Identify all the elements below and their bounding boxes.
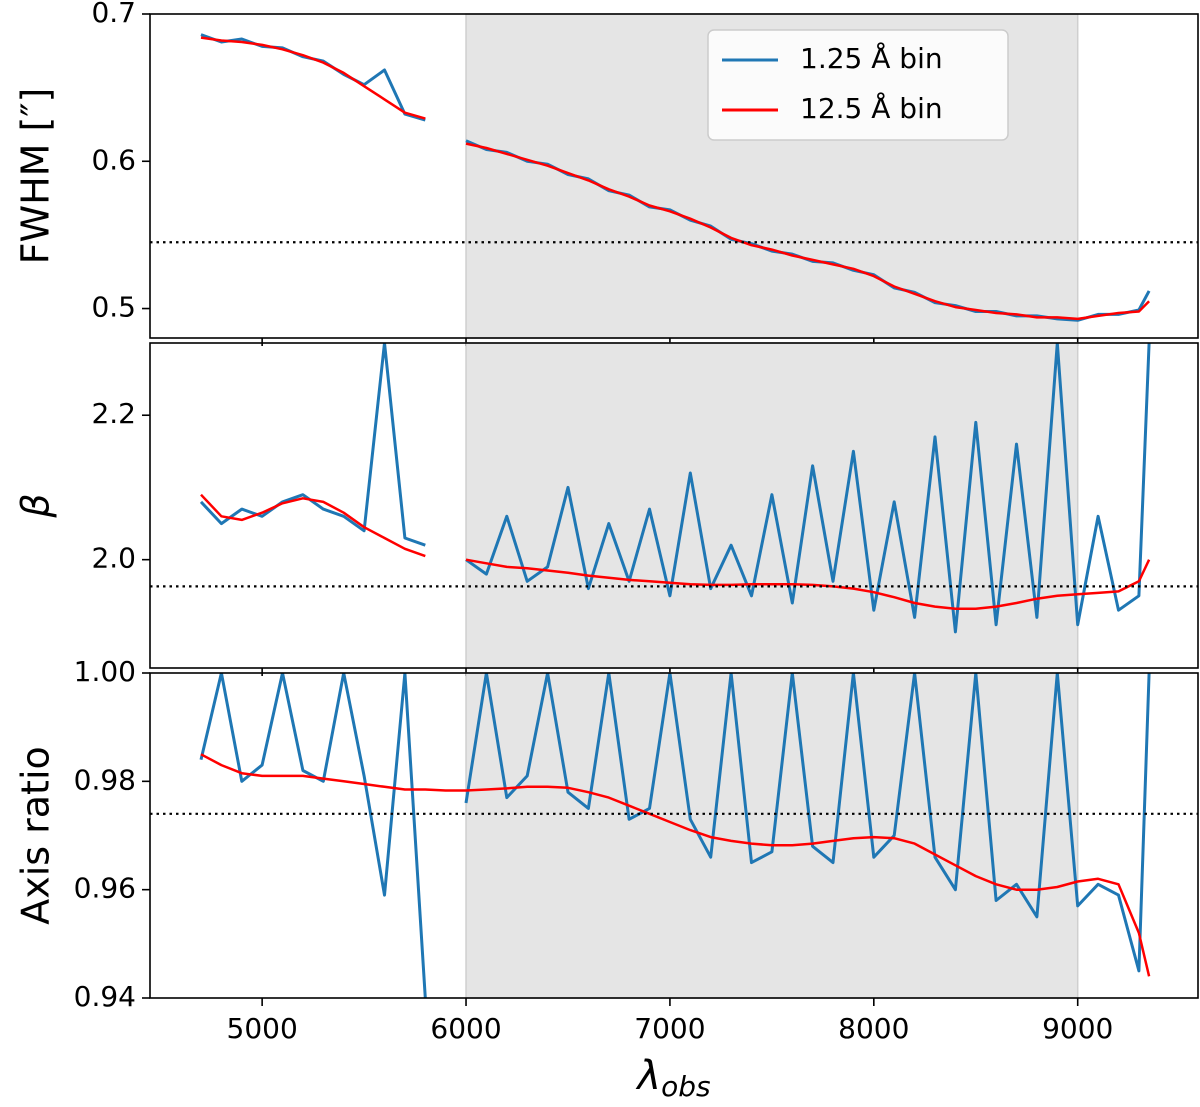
y-tick-label: 2.2 <box>91 397 136 430</box>
y-tick-label: 1.00 <box>74 655 136 688</box>
y-tick-label: 0.96 <box>74 872 136 905</box>
y-tick-label: 0.94 <box>74 980 136 1013</box>
legend-box <box>707 29 1009 141</box>
axes-frame <box>149 342 1199 669</box>
y-axis-label: β <box>14 493 58 518</box>
y-tick-label: 0.5 <box>91 291 136 324</box>
x-label-symbol: λ <box>635 1053 661 1099</box>
series-line <box>200 36 1150 321</box>
x-tick-label: 7000 <box>634 1012 705 1045</box>
shaded-region <box>465 672 1079 999</box>
series-line <box>199 343 1151 634</box>
y-tick-label: 0.7 <box>91 0 136 29</box>
shaded-region <box>465 342 1079 669</box>
y-tick-label: 0.6 <box>91 143 136 176</box>
y-tick-label: 2.0 <box>91 542 136 575</box>
x-label-subscript: obs <box>661 1070 711 1103</box>
x-tick-label: 9000 <box>1042 1012 1113 1045</box>
legend-label: 12.5 Å bin <box>800 91 943 125</box>
x-tick-label: 6000 <box>430 1012 501 1045</box>
axes-frame <box>149 672 1199 999</box>
y-axis-label: Axis ratio <box>14 746 58 925</box>
y-axis-label: FWHM [″] <box>14 88 58 265</box>
legend-label: 1.25 Å bin <box>800 41 943 75</box>
series-line <box>199 673 1151 998</box>
series-line <box>200 753 1151 977</box>
x-axis-label: λobs <box>635 1053 710 1103</box>
x-tick-label: 5000 <box>227 1012 298 1045</box>
y-tick-label: 0.98 <box>74 763 136 796</box>
x-tick-label: 8000 <box>838 1012 909 1045</box>
axes-frame <box>149 13 1199 339</box>
series-line <box>200 493 1151 611</box>
